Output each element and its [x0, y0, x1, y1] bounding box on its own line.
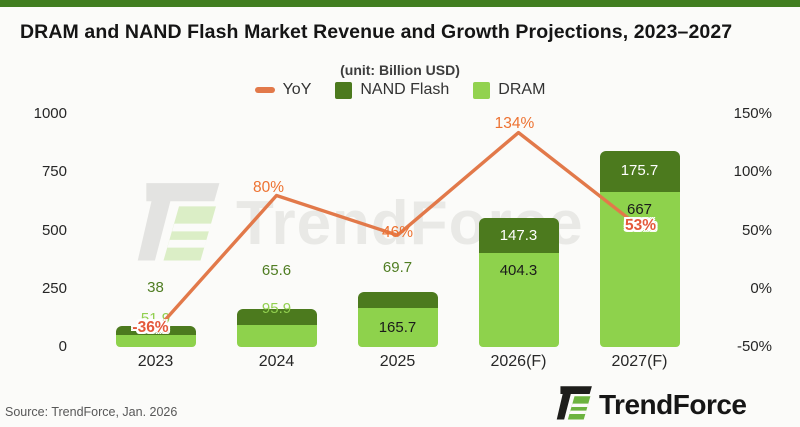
legend-label-dram: DRAM — [498, 81, 546, 98]
x-axis-label-2026(F): 2026(F) — [490, 353, 547, 370]
legend-item-dram: DRAM — [473, 81, 545, 99]
axis-tick-right-50%: 50% — [741, 221, 772, 239]
legend-label-nand: NAND Flash — [360, 81, 450, 98]
bar-segment-dram-2027(F) — [599, 191, 680, 347]
yoy-point-label-2027(F): 53% — [624, 217, 657, 234]
dram-swatch-icon — [473, 81, 491, 99]
source-note: Source: TrendForce, Jan. 2026 — [5, 405, 178, 419]
value-label-dram-2026(F): 404.3 — [499, 261, 538, 279]
trendforce-logo: TrendForce — [556, 384, 747, 426]
trendforce-logo-text: TrendForce — [599, 389, 747, 420]
bar-segment-nand-2025 — [357, 292, 438, 309]
bar-segment-nand-2026(F) — [478, 218, 559, 253]
axis-tick-left-750: 750 — [41, 163, 67, 181]
value-label-dram-2027(F): 667 — [626, 200, 653, 218]
x-axis-label-2023: 2023 — [137, 353, 174, 370]
bar-segment-dram-2026(F) — [478, 252, 559, 347]
value-label-nand-2025: 69.7 — [382, 259, 413, 277]
yoy-point-label-2023: -36% — [132, 318, 169, 336]
value-label-dram-2024: 95.9 — [261, 299, 292, 317]
value-label-nand-2024: 65.6 — [261, 262, 292, 280]
axis-tick-right-0%: 0% — [750, 279, 772, 297]
bar-segment-nand-2027(F) — [599, 150, 680, 192]
value-label-nand-2027(F): 175.7 — [620, 162, 659, 180]
top-accent-bar — [0, 0, 800, 7]
trendforce-logo-icon — [556, 384, 593, 426]
value-label-nand-2023: 38 — [147, 279, 164, 297]
yoy-point-label-2025: 46% — [381, 224, 414, 242]
unit-note: (unit: Billion USD) — [340, 62, 460, 78]
page-title: DRAM and NAND Flash Market Revenue and G… — [20, 21, 733, 43]
axis-tick-right-150%: 150% — [733, 105, 772, 122]
nand-swatch-icon — [335, 81, 353, 99]
x-axis-label-2025: 2025 — [379, 353, 416, 370]
legend-item-yoy: YoY — [254, 81, 312, 99]
axis-tick-left-1000: 1000 — [33, 105, 67, 122]
value-label-dram-2025: 165.7 — [378, 318, 417, 336]
yoy-point-label-2026(F): 134% — [494, 114, 535, 132]
axis-tick-left-250: 250 — [41, 279, 67, 297]
axis-tick-left-0: 0 — [58, 338, 67, 355]
legend-item-nand: NAND Flash — [335, 81, 449, 99]
axis-tick-left-500: 500 — [41, 221, 67, 239]
bar-segment-dram-2024 — [236, 324, 317, 347]
legend: YoY NAND Flash DRAM — [0, 80, 800, 100]
axis-tick-right--50%: -50% — [736, 338, 772, 355]
yoy-line-swatch-icon — [254, 87, 275, 93]
yoy-point-label-2024: 80% — [252, 178, 285, 196]
x-axis-label-2027(F): 2027(F) — [611, 353, 668, 370]
value-label-nand-2026(F): 147.3 — [499, 226, 538, 244]
bar-segment-dram-2023 — [115, 334, 196, 347]
axis-tick-right-100%: 100% — [733, 163, 772, 181]
bar-segment-dram-2025 — [357, 308, 438, 347]
legend-label-yoy: YoY — [282, 81, 312, 98]
bar-segment-nand-2024 — [236, 309, 317, 325]
x-axis-label-2024: 2024 — [258, 353, 295, 370]
